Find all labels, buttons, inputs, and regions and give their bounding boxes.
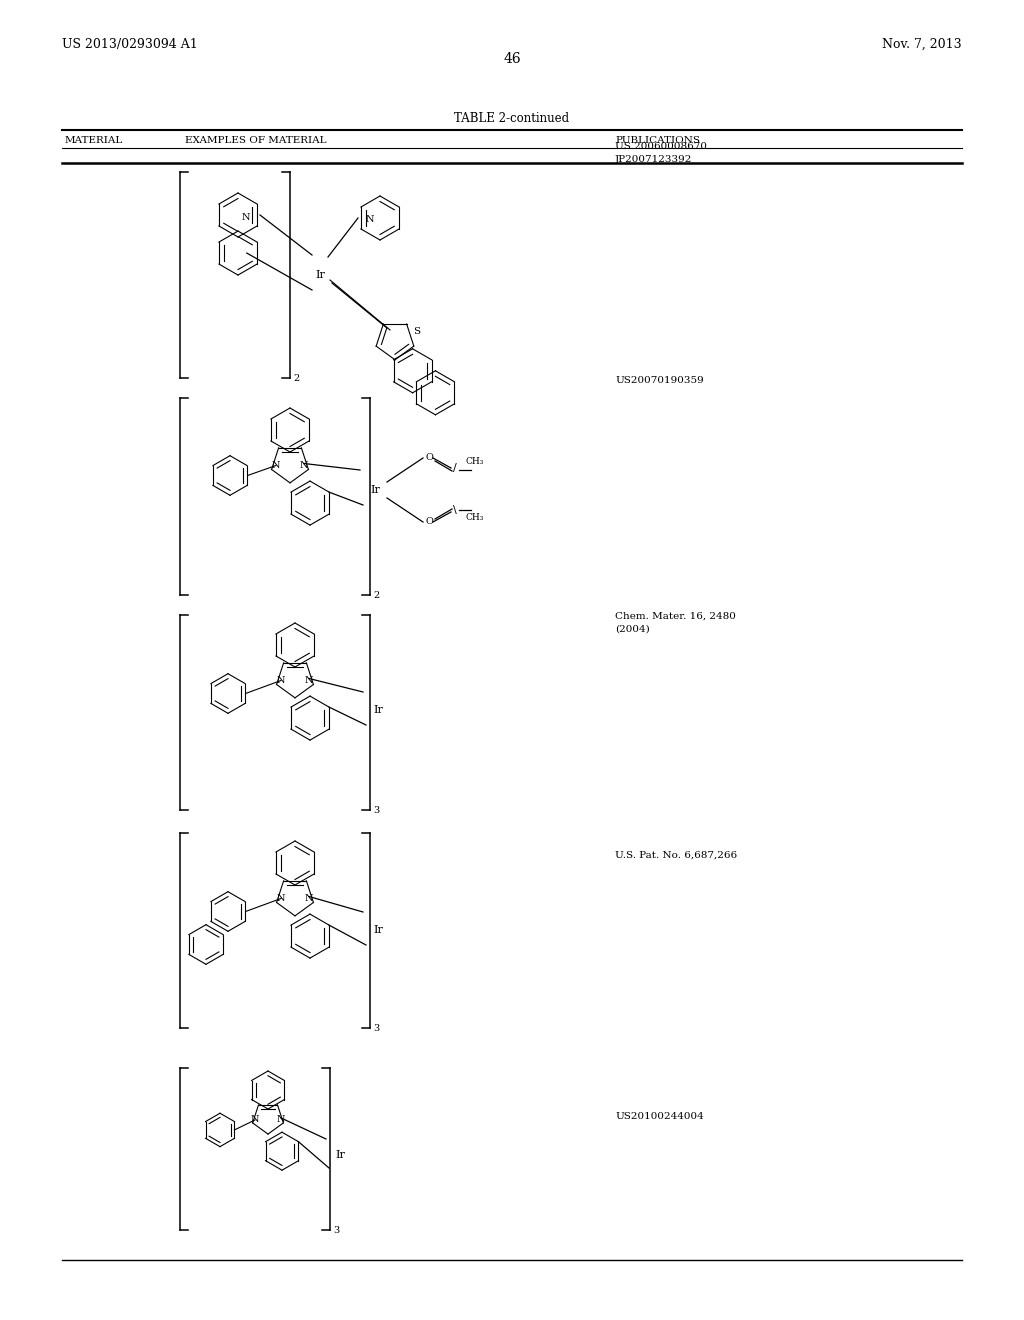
- Text: Ir: Ir: [370, 484, 380, 495]
- Text: N: N: [271, 461, 281, 470]
- Text: US20070190359: US20070190359: [615, 376, 703, 385]
- Text: 3: 3: [333, 1226, 339, 1236]
- Text: /: /: [453, 463, 457, 473]
- Text: Ir: Ir: [373, 925, 383, 935]
- Text: CH₃: CH₃: [465, 513, 483, 523]
- Text: (2004): (2004): [615, 624, 650, 634]
- Text: TABLE 2-continued: TABLE 2-continued: [455, 112, 569, 125]
- Text: 2: 2: [293, 374, 299, 383]
- Text: U.S. Pat. No. 6,687,266: U.S. Pat. No. 6,687,266: [615, 851, 737, 861]
- Text: 3: 3: [373, 807, 379, 814]
- Text: Nov. 7, 2013: Nov. 7, 2013: [883, 38, 962, 51]
- Text: EXAMPLES OF MATERIAL: EXAMPLES OF MATERIAL: [185, 136, 327, 145]
- Text: 3: 3: [373, 1024, 379, 1034]
- Text: N: N: [276, 676, 286, 685]
- Text: Chem. Mater. 16, 2480: Chem. Mater. 16, 2480: [615, 612, 736, 620]
- Text: Ir: Ir: [335, 1150, 345, 1160]
- Text: S: S: [414, 327, 421, 337]
- Text: Ir: Ir: [373, 705, 383, 715]
- Text: N: N: [242, 214, 250, 223]
- Text: N: N: [251, 1115, 259, 1125]
- Text: \: \: [453, 506, 457, 515]
- Text: N: N: [276, 1115, 286, 1125]
- Text: PUBLICATIONS: PUBLICATIONS: [615, 136, 700, 145]
- Text: N: N: [276, 894, 286, 903]
- Text: N: N: [300, 461, 308, 470]
- Text: O: O: [425, 517, 433, 527]
- Text: 2: 2: [373, 591, 379, 601]
- Text: US 2013/0293094 A1: US 2013/0293094 A1: [62, 38, 198, 51]
- Text: Ir: Ir: [315, 271, 325, 280]
- Text: N: N: [305, 676, 313, 685]
- Text: N: N: [366, 215, 374, 224]
- Text: O: O: [425, 454, 433, 462]
- Text: 46: 46: [503, 51, 521, 66]
- Text: JP2007123392: JP2007123392: [615, 154, 692, 164]
- Text: US20100244004: US20100244004: [615, 1111, 703, 1121]
- Text: CH₃: CH₃: [465, 458, 483, 466]
- Text: N: N: [305, 894, 313, 903]
- Text: US 20060008670: US 20060008670: [615, 143, 707, 150]
- Text: MATERIAL: MATERIAL: [65, 136, 123, 145]
